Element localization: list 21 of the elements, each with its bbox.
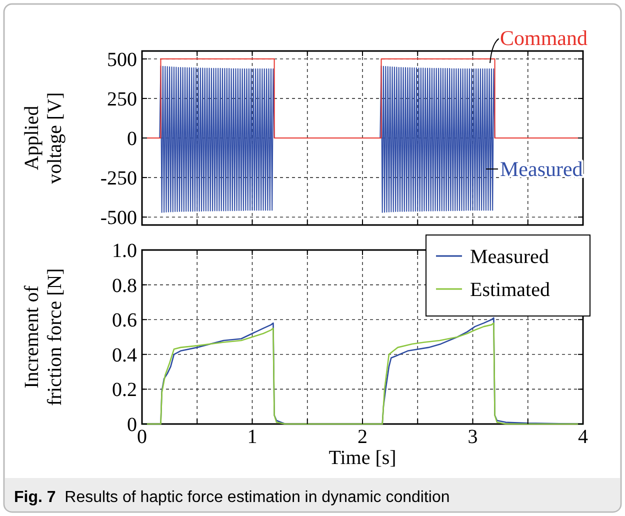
x-tick-label: 3 (468, 426, 478, 448)
x-tick-label: 1 (247, 426, 258, 448)
caption: Fig. 7 Results of haptic force estimation in dynamic condition (14, 489, 450, 506)
x-axis-title: Time [s] (328, 447, 396, 469)
legend-label: Estimated (470, 279, 550, 301)
y-tick-label: -250 (100, 168, 137, 190)
series-label: Command (500, 26, 588, 50)
y-tick-label: 0 (127, 128, 137, 150)
y-tick-label: 1.0 (112, 240, 137, 262)
y-axis-title: Increment of friction force [N] (21, 268, 66, 406)
y-tick-label: 250 (107, 88, 137, 110)
y-tick-label: 0.2 (112, 379, 137, 402)
legend-label: Measured (470, 246, 549, 268)
y-tick-label: 0.4 (112, 344, 137, 366)
y-tick-label: 0.6 (112, 310, 137, 332)
y-tick-label: 500 (107, 48, 137, 71)
y-tick-label: 0.8 (112, 274, 137, 297)
y-tick-label: -500 (100, 207, 137, 230)
x-tick-label: 2 (358, 426, 368, 448)
y-axis-title: Applied voltage [V] (21, 92, 66, 184)
x-tick-label: 4 (578, 426, 588, 448)
